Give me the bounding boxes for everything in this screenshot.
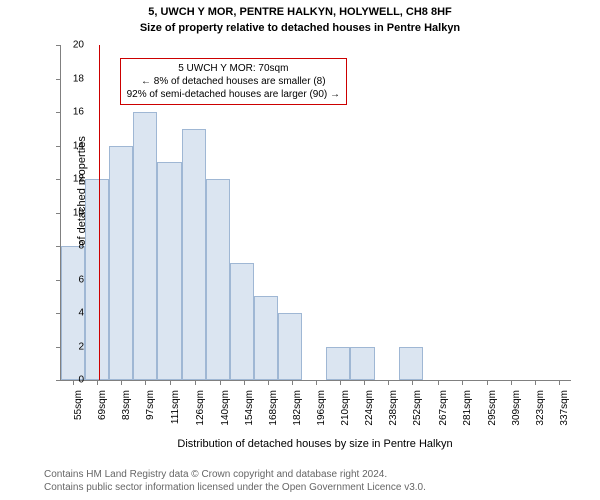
x-tick-label: 309sqm <box>511 390 522 426</box>
x-tick-label: 323sqm <box>535 390 546 426</box>
x-tick <box>220 380 221 385</box>
x-tick <box>170 380 171 385</box>
chart-container: 5, UWCH Y MOR, PENTRE HALKYN, HOLYWELL, … <box>0 0 600 500</box>
y-tick-label: 20 <box>62 40 84 51</box>
credits-block: Contains HM Land Registry data © Crown c… <box>44 469 426 494</box>
x-tick <box>244 380 245 385</box>
x-tick <box>145 380 146 385</box>
x-tick <box>487 380 488 385</box>
x-tick-label: 140sqm <box>220 390 231 426</box>
y-tick-label: 10 <box>62 207 84 218</box>
x-tick-label: 210sqm <box>340 390 351 426</box>
x-tick-label: 168sqm <box>268 390 279 426</box>
x-tick-label: 337sqm <box>559 390 570 426</box>
x-tick-label: 224sqm <box>364 390 375 426</box>
x-tick-label: 111sqm <box>170 390 181 424</box>
histogram-bar <box>206 179 230 380</box>
y-tick <box>56 380 61 381</box>
x-tick <box>438 380 439 385</box>
x-tick <box>268 380 269 385</box>
y-tick-label: 18 <box>62 73 84 84</box>
y-tick <box>56 79 61 80</box>
annotation-line2: ← 8% of detached houses are smaller (8) <box>127 75 340 88</box>
histogram-bar <box>399 347 423 381</box>
histogram-bar <box>182 129 206 380</box>
y-tick <box>56 112 61 113</box>
x-tick <box>388 380 389 385</box>
y-tick-label: 4 <box>62 308 84 319</box>
plot-area: 55sqm69sqm83sqm97sqm111sqm126sqm140sqm15… <box>60 45 571 381</box>
x-tick-label: 182sqm <box>292 390 303 426</box>
histogram-bar <box>326 347 350 381</box>
y-tick-label: 0 <box>62 375 84 386</box>
x-tick-label: 238sqm <box>388 390 399 426</box>
x-tick-label: 83sqm <box>121 390 132 420</box>
x-tick <box>559 380 560 385</box>
x-tick-label: 196sqm <box>316 390 327 426</box>
y-tick <box>56 45 61 46</box>
x-tick <box>535 380 536 385</box>
histogram-bar <box>133 112 157 380</box>
histogram-bar <box>254 296 278 380</box>
y-tick-label: 12 <box>62 174 84 185</box>
credits-line1: Contains HM Land Registry data © Crown c… <box>44 469 426 482</box>
annotation-line1: 5 UWCH Y MOR: 70sqm <box>127 62 340 75</box>
histogram-bar <box>85 179 109 380</box>
chart-title-line1: 5, UWCH Y MOR, PENTRE HALKYN, HOLYWELL, … <box>0 6 600 18</box>
y-tick <box>56 146 61 147</box>
x-tick <box>511 380 512 385</box>
annotation-line3: 92% of semi-detached houses are larger (… <box>127 88 340 101</box>
x-tick-label: 281sqm <box>462 390 473 426</box>
x-tick <box>292 380 293 385</box>
x-tick-label: 267sqm <box>438 390 449 426</box>
x-tick-label: 126sqm <box>195 390 206 426</box>
y-tick <box>56 213 61 214</box>
x-tick <box>462 380 463 385</box>
x-tick <box>121 380 122 385</box>
x-tick-label: 69sqm <box>97 390 108 420</box>
credits-line2: Contains public sector information licen… <box>44 482 426 495</box>
y-tick <box>56 179 61 180</box>
histogram-bar <box>230 263 254 380</box>
x-tick <box>195 380 196 385</box>
x-tick-label: 295sqm <box>487 390 498 426</box>
x-tick-label: 252sqm <box>412 390 423 426</box>
y-tick-label: 2 <box>62 341 84 352</box>
x-tick <box>412 380 413 385</box>
x-tick-label: 154sqm <box>244 390 255 426</box>
x-tick <box>364 380 365 385</box>
y-tick-label: 8 <box>62 241 84 252</box>
x-tick <box>97 380 98 385</box>
histogram-bar <box>350 347 374 381</box>
x-tick-label: 97sqm <box>145 390 156 420</box>
y-tick-label: 16 <box>62 107 84 118</box>
histogram-bar <box>157 162 181 380</box>
annotation-box: 5 UWCH Y MOR: 70sqm← 8% of detached hous… <box>120 58 347 105</box>
subject-marker-line <box>99 45 100 380</box>
x-tick <box>340 380 341 385</box>
x-tick <box>316 380 317 385</box>
histogram-bar <box>278 313 302 380</box>
x-tick-label: 55sqm <box>73 390 84 420</box>
chart-title-line2: Size of property relative to detached ho… <box>0 22 600 34</box>
y-tick-label: 14 <box>62 140 84 151</box>
y-tick-label: 6 <box>62 274 84 285</box>
x-axis-label: Distribution of detached houses by size … <box>60 438 570 450</box>
histogram-bar <box>109 146 133 381</box>
